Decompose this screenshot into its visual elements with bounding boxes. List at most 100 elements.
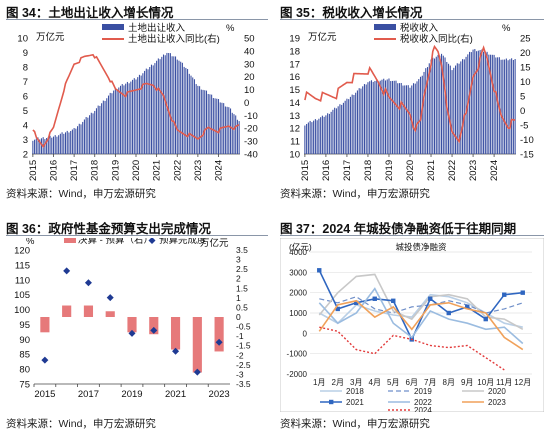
x-tick-label: 2024 <box>214 160 225 181</box>
y-tick-label: -2000 <box>287 370 308 379</box>
bar <box>205 90 208 154</box>
bar <box>325 115 327 154</box>
bar <box>351 94 353 154</box>
x-tick-label: 2016 <box>48 160 59 181</box>
bar <box>337 106 339 154</box>
x-tick-label: 10月 <box>477 378 494 387</box>
point <box>128 329 136 337</box>
bar <box>231 112 233 154</box>
left-tick-label: 10 <box>289 150 300 161</box>
panel-land-revenue: 图 34：土地出让收入增长情况 土地出让收入 土地出让收入同比(右) 万亿元% 2 3 4… <box>6 2 268 202</box>
bar <box>138 74 140 154</box>
bar <box>386 79 388 154</box>
bar <box>339 104 341 154</box>
right-tick-label: -0.5 <box>236 322 251 332</box>
bar <box>238 121 240 154</box>
bar <box>202 89 204 154</box>
right-axis-unit: 万亿元 <box>200 238 229 249</box>
right-tick-label: -3.5 <box>236 379 251 389</box>
right-tick-label: -5 <box>520 121 528 132</box>
right-tick-label: 1 <box>236 293 241 303</box>
bar <box>360 88 362 154</box>
right-tick-label: -30 <box>244 137 258 148</box>
x-tick-label: 2021 <box>152 160 163 181</box>
bar <box>40 317 50 333</box>
bar <box>185 67 187 154</box>
right-tick-label: 3.5 <box>236 245 248 255</box>
bar <box>384 80 387 154</box>
right-tick-label: 30 <box>244 59 255 70</box>
x-tick-label: 2018 <box>363 160 374 181</box>
left-tick-label: 85 <box>19 350 30 361</box>
bar <box>500 59 502 154</box>
bar <box>398 83 401 154</box>
bar <box>175 56 177 154</box>
bar <box>207 93 209 154</box>
legend-swatch-bars <box>374 24 396 30</box>
bar <box>75 128 77 154</box>
bar <box>176 59 178 155</box>
bar <box>483 51 485 154</box>
bar <box>183 66 185 154</box>
bar <box>83 119 85 154</box>
left-tick-label: 19 <box>289 34 300 45</box>
figure-title: 图 36：政府性基金预算支出完成情况 <box>6 222 211 236</box>
bar <box>44 139 46 154</box>
title-divider <box>6 235 268 236</box>
x-tick-label: 2020 <box>405 160 416 181</box>
y-tick-label: 4000 <box>289 248 307 257</box>
x-tick-label: 2019 <box>384 160 395 181</box>
bar <box>228 107 230 154</box>
bar <box>113 90 115 154</box>
legend-label-bars: 决算 - 预算（右） <box>78 238 153 246</box>
bar <box>47 136 49 154</box>
legend-label-2023: 2023 <box>488 398 506 407</box>
left-tick-label: 8 <box>23 63 28 74</box>
bar <box>432 57 434 155</box>
bar <box>307 122 309 154</box>
bar <box>104 100 106 154</box>
bar <box>192 317 202 373</box>
series-line <box>32 53 240 149</box>
x-tick-label: 2021 <box>165 389 186 400</box>
bar <box>367 82 369 154</box>
bar <box>63 133 65 154</box>
x-tick-label: 8月 <box>443 378 455 387</box>
bar <box>304 125 306 154</box>
x-tick-label: 2017 <box>69 160 80 181</box>
bar <box>509 59 511 155</box>
series-line <box>304 44 516 144</box>
bar <box>334 107 336 154</box>
title-divider <box>280 19 544 20</box>
right-tick-label: -1.5 <box>236 341 251 351</box>
bar <box>121 84 123 154</box>
bar <box>116 89 118 154</box>
bar <box>460 61 462 155</box>
bar <box>423 71 425 154</box>
source-note: 资料来源：Wind，申万宏源研究 <box>6 418 156 430</box>
bar <box>125 83 127 154</box>
bar <box>137 77 139 154</box>
bar <box>451 70 453 154</box>
left-tick-label: 2 <box>23 150 28 161</box>
bar <box>486 51 488 154</box>
bar <box>313 120 315 154</box>
point <box>172 347 180 355</box>
left-tick-label: 105 <box>14 290 30 301</box>
panel-urban-investment-bonds: 图 37：2024 年城投债净融资低于往期同期 (亿元) 城投债净融资 -2000 -… <box>280 218 544 432</box>
bar <box>169 53 171 154</box>
bar <box>49 135 51 154</box>
bar <box>105 311 115 317</box>
x-tick-label: 2015 <box>300 160 311 181</box>
bar <box>150 64 153 154</box>
bar <box>133 78 135 154</box>
y-tick-label: 1000 <box>289 309 307 318</box>
right-tick-label: 0 <box>244 98 249 109</box>
right-axis-unit: % <box>502 23 511 34</box>
bar <box>388 78 390 154</box>
legend-swatch-bars <box>102 24 124 30</box>
figure-title: 图 37：2024 年城投债净融资低于往期同期 <box>280 222 517 236</box>
point <box>215 338 223 346</box>
bar <box>144 70 146 154</box>
